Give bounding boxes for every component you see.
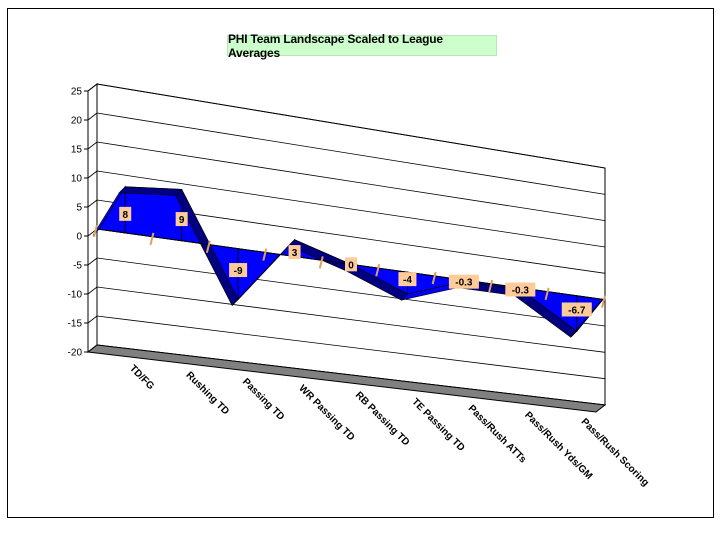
data-label-box [561,302,592,317]
y-tick-label: 0 [76,232,82,243]
x-tick-label: WR Passing TD [296,383,356,443]
data-label-box [288,245,301,260]
data-label-box [505,282,536,297]
category-tick [488,279,494,293]
y-tick-label: -5 [73,261,82,272]
gridline-side [87,315,98,324]
gridline [96,286,606,353]
data-label-box [398,272,417,287]
gridline [96,315,606,380]
data-label: 8 [122,210,128,221]
gridline-side [87,286,98,295]
data-label: -0.3 [455,278,473,289]
y-tick-label: -20 [68,348,83,359]
category-tick [375,264,381,277]
y-tick-label: 5 [76,203,82,214]
y-tick-label: -10 [68,290,83,301]
gridline [96,257,606,327]
x-tick-label: RB Passing TD [353,390,411,448]
gridline-side [87,83,98,92]
category-tick [149,232,155,246]
data-label: -4 [403,275,412,286]
category-tick [431,271,437,285]
y-tick-label: 20 [71,116,83,127]
category-tick [262,248,268,261]
y-tick-label: -15 [68,319,83,330]
x-tick-label: Passing TD [240,376,286,422]
data-label: 9 [179,215,185,226]
gridline [96,112,606,195]
data-label: 0 [348,260,354,271]
data-label: -0.3 [512,285,530,296]
gridline [96,141,606,222]
side-wall [87,82,98,354]
gridline-side [87,257,98,266]
data-label-box [448,274,479,289]
data-label-box [175,212,188,227]
data-label: -9 [234,266,243,277]
chart-floor [86,344,607,413]
category-tick [205,240,211,253]
gridline-side [87,170,98,179]
gridline [96,83,606,169]
data-label-box [119,206,132,221]
gridline [96,170,606,248]
x-tick-label: Pass/Rush ATTs [466,403,529,466]
gridline-side [87,199,98,208]
gridline-side [87,141,98,150]
x-tick-label: TE Passing TD [409,396,466,453]
category-tick [93,224,98,238]
data-label-box [345,257,357,272]
category-tick [318,256,324,269]
x-tick-label: TD/FG [127,363,156,392]
x-tick-label: Rushing TD [184,370,231,417]
gridline-side [87,112,98,121]
data-label: 3 [292,248,298,259]
category-tick [544,287,550,301]
area-top-face [570,299,604,338]
y-tick-label: 25 [71,87,83,98]
data-label-box [229,263,248,278]
y-tick-label: 15 [71,145,83,156]
data-label: -6.7 [568,305,586,316]
y-tick-label: 10 [71,174,83,185]
category-tick [601,295,606,308]
